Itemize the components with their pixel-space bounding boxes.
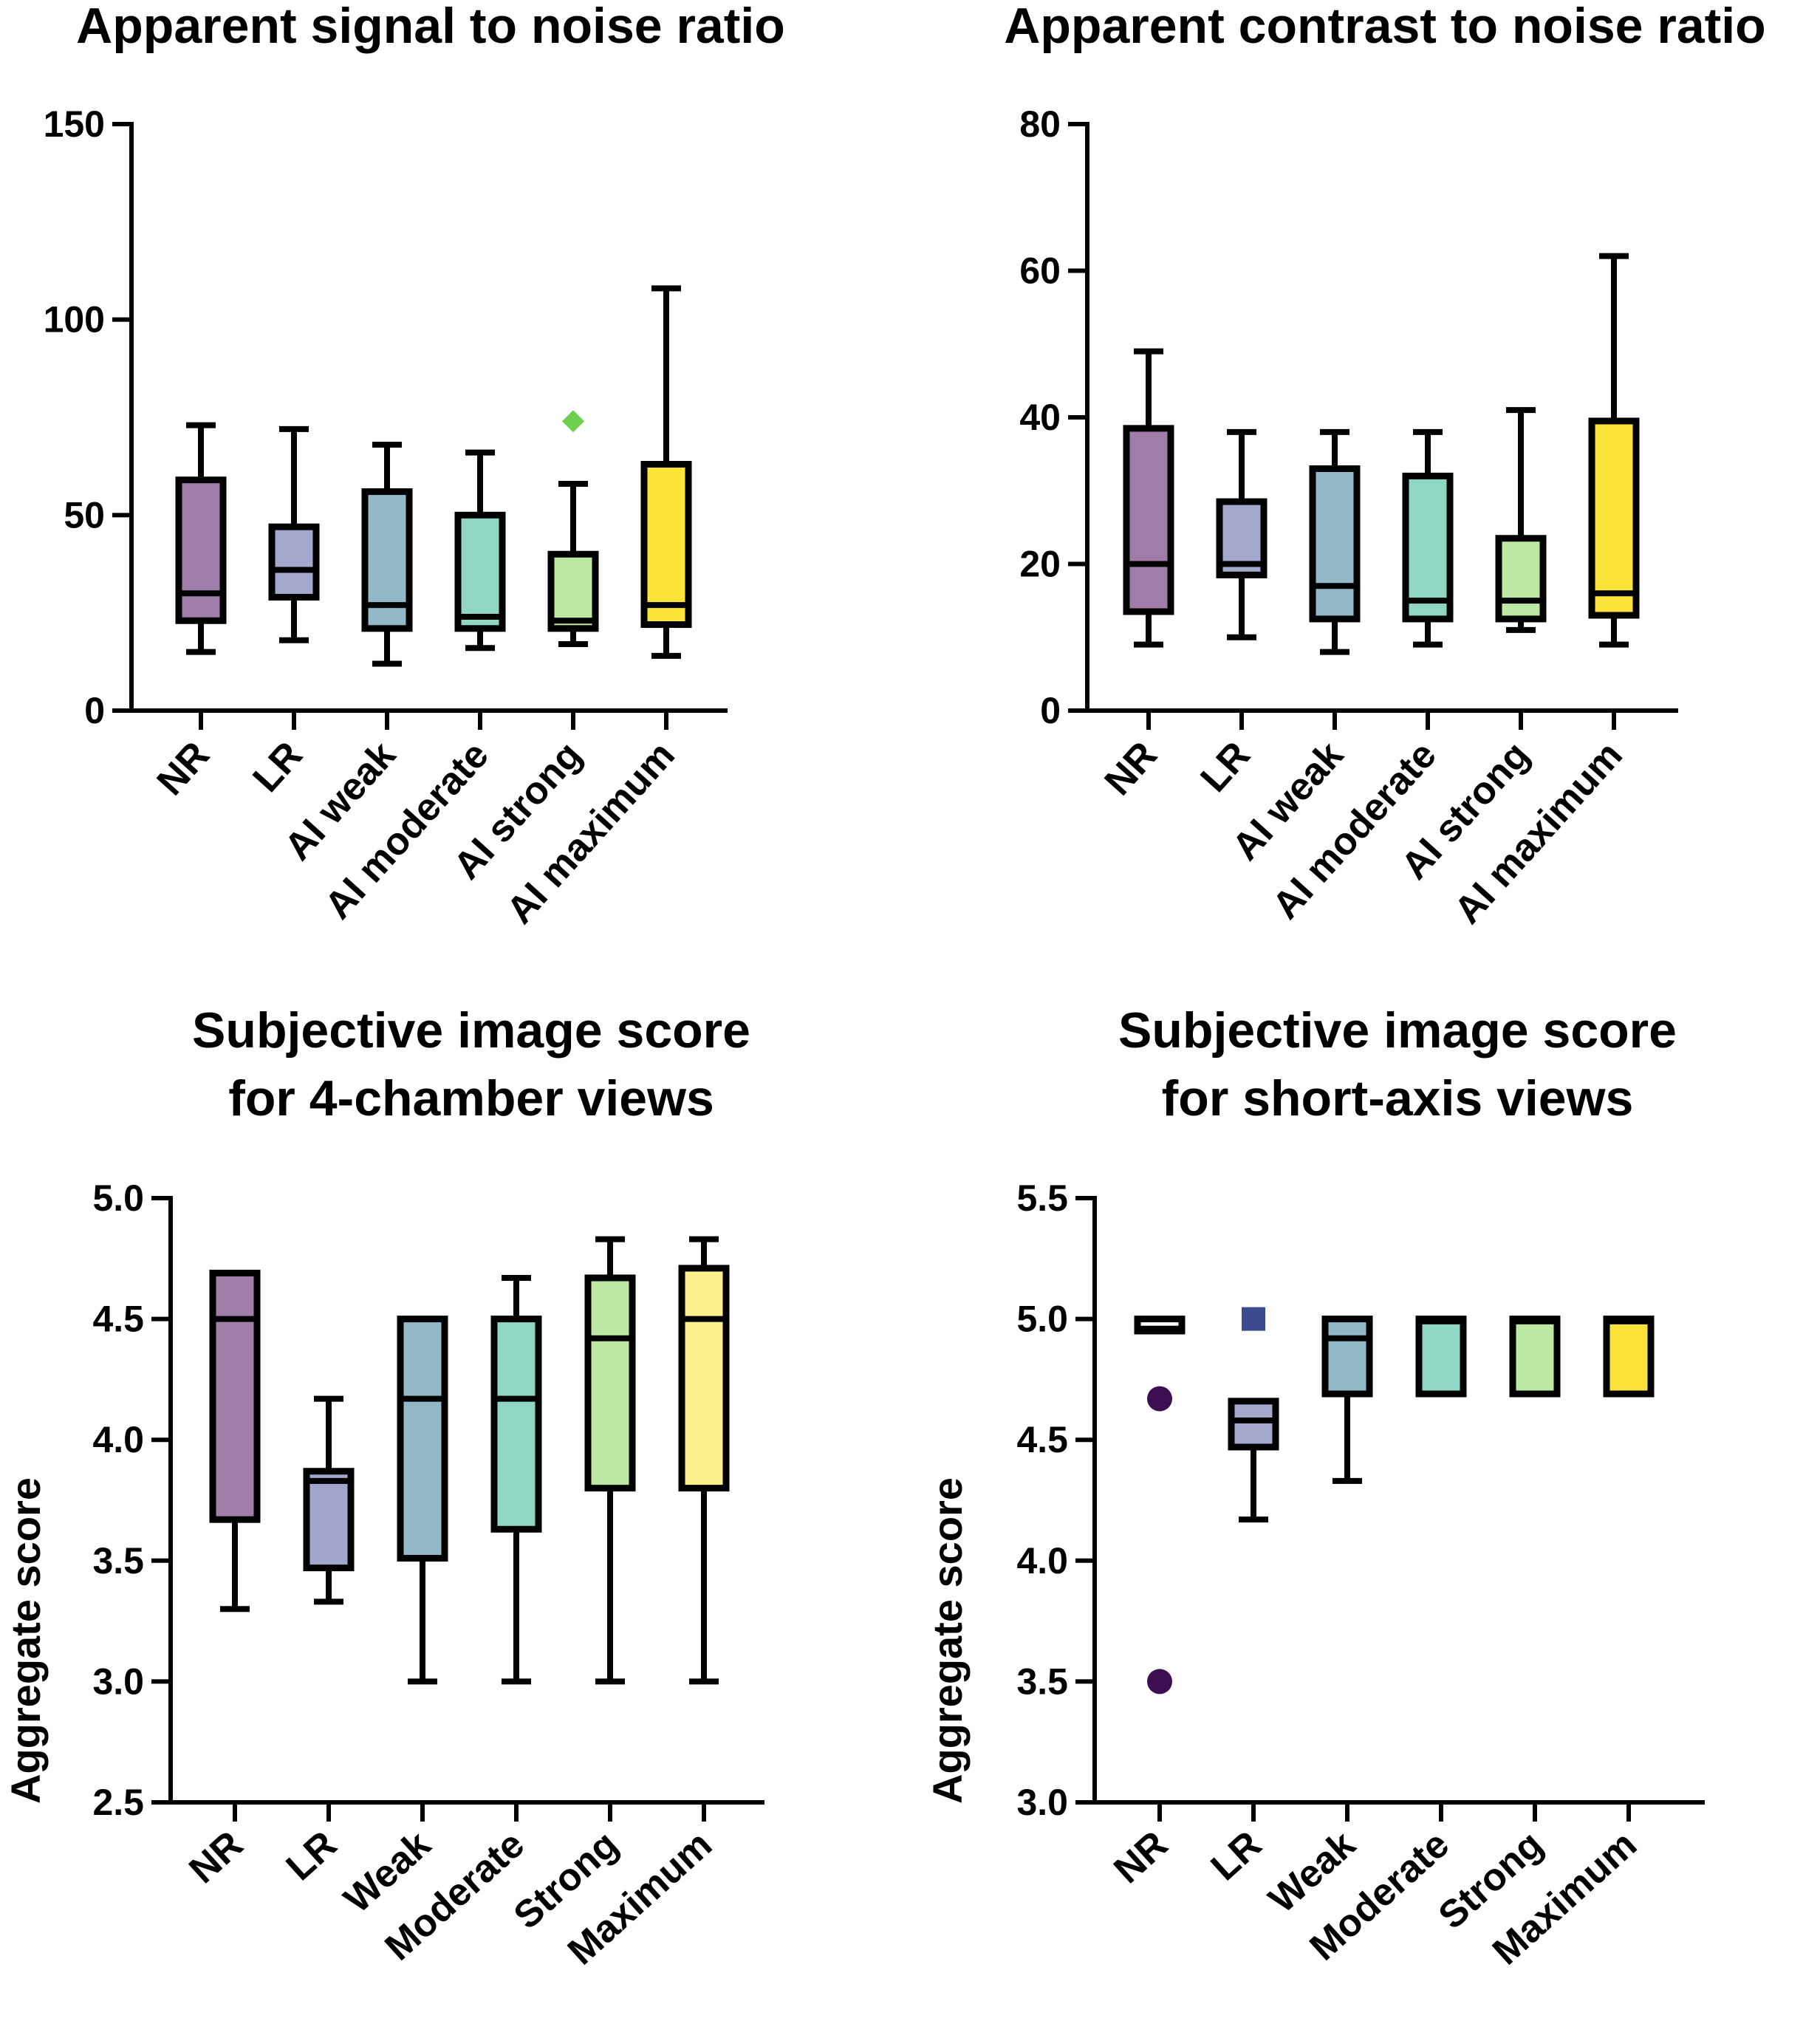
y-tick-label: 0 (1040, 690, 1061, 731)
y-tick-label: 5.5 (1016, 1177, 1068, 1219)
y-tick-label: 60 (1019, 250, 1061, 292)
y-tick-label: 80 (1019, 103, 1061, 145)
chart-4: Subjective image score for short-axis vie… (924, 1002, 1705, 1973)
outlier-point (1147, 1669, 1172, 1695)
y-tick-label: 5.0 (1016, 1299, 1068, 1340)
chart-title: Subjective image score (192, 1002, 750, 1059)
box-body (547, 550, 599, 632)
box-ai-weak (1309, 428, 1361, 655)
box-weak (397, 1316, 448, 1685)
box-body (1415, 1316, 1467, 1398)
box-lr (1228, 1398, 1279, 1523)
y-tick-label: 0 (84, 690, 105, 731)
chart-title: for 4-chamber views (228, 1070, 714, 1126)
box-lr (1216, 428, 1268, 640)
box-body (303, 1468, 355, 1572)
y-tick-label: 4.0 (1016, 1540, 1068, 1581)
y-tick-label: 4.0 (92, 1419, 144, 1460)
y-tick-label: 3.5 (1016, 1661, 1068, 1702)
box-nr (209, 1269, 261, 1613)
chart-title: Apparent contrast to noise ratio (1004, 0, 1765, 54)
box-nr (1134, 1316, 1186, 1335)
box-strong (584, 1236, 636, 1685)
box-nr (1123, 348, 1174, 648)
box-ai-maximum (1588, 253, 1640, 648)
chart-title: for short-axis views (1162, 1070, 1634, 1126)
x-tick-label: NR (181, 1823, 251, 1892)
y-tick-label: 4.5 (92, 1299, 144, 1340)
box-body (1402, 472, 1454, 623)
box-body (640, 461, 692, 629)
box-body (1123, 425, 1174, 615)
box-lr (268, 425, 320, 643)
outlier-point (1147, 1386, 1172, 1412)
chart-1: Apparent signal to noise ratio 0 50 100 150 N… (44, 0, 785, 932)
y-tick-label: 2.5 (92, 1782, 144, 1823)
box-ai-strong (547, 480, 599, 648)
x-tick-label: LR (244, 733, 310, 800)
box-ai-moderate (454, 449, 506, 652)
x-tick-label: LR (278, 1823, 345, 1889)
y-tick-label: 150 (44, 103, 105, 145)
box-ai-moderate (1402, 428, 1454, 648)
x-tick-label: LR (1192, 733, 1258, 800)
y-tick-label: 100 (44, 299, 105, 341)
y-tick-label: 5.0 (92, 1177, 144, 1219)
y-axis-label: Aggregate score (2, 1477, 49, 1804)
box-body (454, 511, 506, 632)
outlier-point (1242, 1307, 1265, 1331)
x-tick-label: AI moderate (317, 733, 497, 927)
box-moderate (1415, 1316, 1467, 1398)
x-tick-label: NR (1097, 733, 1166, 804)
y-tick-label: 50 (64, 494, 105, 536)
box-body (678, 1265, 730, 1492)
y-tick-label: 4.5 (1016, 1419, 1068, 1460)
y-tick-label: 3.0 (92, 1661, 144, 1702)
box-nr (175, 422, 227, 655)
box-maximum (1603, 1316, 1655, 1398)
chart-3: Subjective image score for 4-chamber view… (2, 1002, 764, 1973)
x-tick-label: NR (149, 733, 218, 804)
x-tick-label: AI moderate (1265, 733, 1445, 927)
box-ai-maximum (640, 285, 692, 659)
box-body (397, 1316, 448, 1562)
box-body (1321, 1316, 1373, 1398)
box-weak (1321, 1316, 1373, 1484)
box-body (175, 476, 227, 624)
y-tick-label: 40 (1019, 397, 1061, 438)
box-body (268, 523, 320, 601)
box-moderate (490, 1274, 542, 1685)
chart-2: Apparent contrast to noise ratio 0 20 40 60 8… (1004, 0, 1765, 932)
y-axis-label: Aggregate score (924, 1477, 971, 1804)
chart-title: Subjective image score (1118, 1002, 1677, 1059)
box-ai-weak (361, 442, 413, 667)
box-body (1228, 1398, 1279, 1451)
y-tick-label: 20 (1019, 544, 1061, 585)
box-body (1588, 417, 1640, 619)
y-tick-label: 3.0 (1016, 1782, 1068, 1823)
box-lr (303, 1395, 355, 1605)
outlier-point (562, 410, 584, 433)
box-body (1495, 535, 1547, 623)
box-maximum (678, 1236, 730, 1685)
box-body (1603, 1316, 1655, 1398)
x-tick-label: NR (1106, 1823, 1176, 1892)
box-strong (1509, 1316, 1561, 1398)
box-body (490, 1316, 542, 1533)
box-ai-strong (1495, 407, 1547, 633)
y-tick-label: 3.5 (92, 1540, 144, 1581)
box-body (584, 1274, 636, 1492)
box-body (1309, 465, 1361, 623)
chart-title: Apparent signal to noise ratio (76, 0, 785, 54)
box-body (209, 1269, 261, 1523)
box-body (1509, 1316, 1561, 1398)
x-tick-label: LR (1203, 1823, 1270, 1889)
